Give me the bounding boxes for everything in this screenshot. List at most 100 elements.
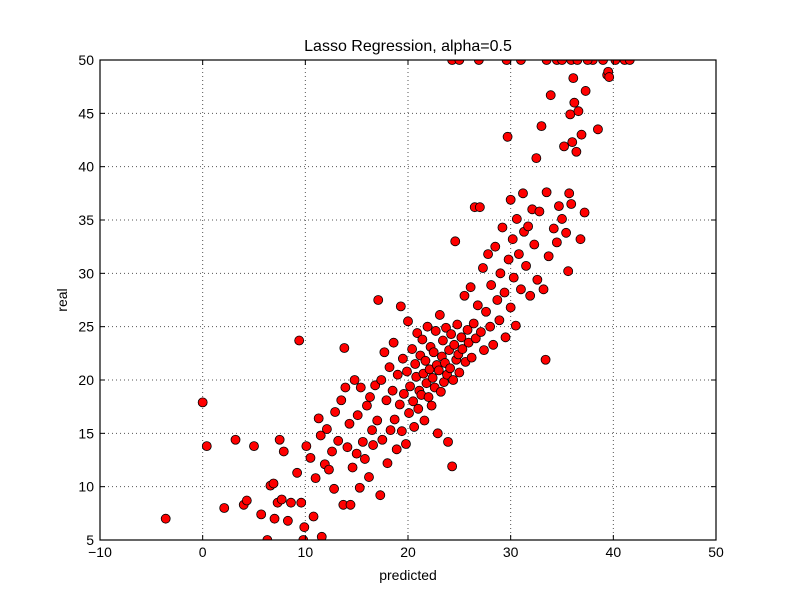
grid-lines: [100, 60, 716, 540]
data-point: [518, 188, 528, 199]
data-point: [540, 354, 551, 365]
data-point: [420, 355, 431, 366]
data-point: [394, 399, 405, 410]
data-point: [499, 287, 510, 298]
data-point: [523, 221, 534, 232]
data-point: [538, 284, 549, 295]
data-point: [572, 60, 583, 65]
data-point: [405, 381, 415, 392]
y-tick-label: 35: [78, 212, 94, 228]
data-point: [330, 407, 341, 417]
data-point: [310, 473, 321, 484]
x-tick-label: 30: [503, 544, 519, 560]
data-point: [294, 335, 305, 346]
data-point: [447, 60, 458, 65]
data-point: [401, 439, 411, 449]
data-point: [463, 337, 474, 348]
y-tick-label: 45: [78, 105, 94, 121]
data-point: [368, 440, 378, 450]
data-point: [376, 375, 387, 385]
data-point: [427, 372, 438, 383]
data-point: [521, 260, 531, 271]
data-point: [412, 328, 423, 338]
data-point: [430, 326, 441, 336]
data-point: [565, 109, 576, 120]
axis-ticks: [99, 59, 717, 541]
data-point: [345, 499, 356, 510]
data-point: [352, 410, 363, 421]
data-point: [276, 494, 287, 505]
data-point: [557, 60, 567, 65]
data-point: [593, 124, 603, 135]
data-point: [563, 266, 574, 277]
data-point: [472, 300, 483, 311]
x-tick-label: 0: [199, 544, 207, 560]
data-point: [454, 367, 465, 378]
x-tick-label: 10: [298, 544, 314, 560]
data-point: [357, 436, 368, 447]
data-point: [561, 227, 572, 238]
data-point: [269, 513, 280, 524]
data-point: [339, 343, 350, 353]
data-point: [391, 444, 402, 455]
x-axis-label: predicted: [379, 567, 437, 583]
data-points: [160, 60, 635, 540]
data-point: [396, 426, 407, 437]
data-point: [375, 490, 386, 501]
data-point: [566, 199, 577, 209]
data-point: [423, 392, 434, 402]
data-point: [534, 206, 545, 217]
data-point: [516, 284, 526, 295]
data-point: [329, 483, 339, 494]
y-tick-labels: 5 10 15 20 25 30 35 40 45 50: [78, 52, 94, 548]
x-tick-labels: −10 0 10 20 30 40 50: [88, 544, 724, 560]
data-point: [268, 478, 279, 489]
data-point: [466, 352, 477, 363]
data-point: [364, 472, 374, 482]
x-tick-label: 50: [708, 544, 724, 560]
data-point: [568, 73, 579, 84]
data-point: [301, 441, 312, 452]
data-point: [395, 301, 406, 312]
data-point: [321, 424, 332, 434]
data-point: [417, 334, 428, 345]
data-point: [407, 344, 418, 354]
data-point: [372, 415, 383, 426]
data-point: [573, 106, 584, 117]
data-point: [505, 302, 516, 313]
data-point: [507, 234, 518, 245]
data-point: [486, 280, 497, 290]
data-point: [465, 282, 476, 293]
data-point: [422, 321, 433, 332]
data-point: [408, 396, 419, 407]
chart-title: Lasso Regression, alpha=0.5: [304, 38, 512, 55]
data-point: [384, 362, 395, 373]
data-point: [278, 446, 289, 457]
data-point: [286, 497, 296, 508]
data-point: [513, 249, 524, 260]
data-point: [249, 441, 259, 452]
data-point: [392, 369, 403, 380]
data-point: [347, 462, 358, 473]
data-point: [404, 408, 414, 418]
data-point: [475, 327, 486, 337]
data-point: [557, 214, 567, 224]
y-axis-label: real: [54, 288, 70, 311]
data-point: [478, 263, 488, 273]
data-point: [545, 90, 556, 101]
data-point: [426, 400, 437, 411]
data-point: [554, 201, 564, 212]
data-point: [336, 395, 347, 406]
x-tick-label: 20: [400, 544, 416, 560]
y-tick-label: 25: [78, 319, 94, 335]
data-point: [474, 202, 485, 213]
data-point: [456, 332, 467, 343]
data-point: [201, 441, 212, 452]
data-point: [292, 467, 303, 478]
data-point: [551, 237, 562, 248]
data-point: [421, 378, 432, 389]
data-point: [387, 385, 398, 396]
data-point: [459, 290, 470, 301]
data-point: [419, 415, 430, 426]
data-point: [315, 430, 326, 441]
